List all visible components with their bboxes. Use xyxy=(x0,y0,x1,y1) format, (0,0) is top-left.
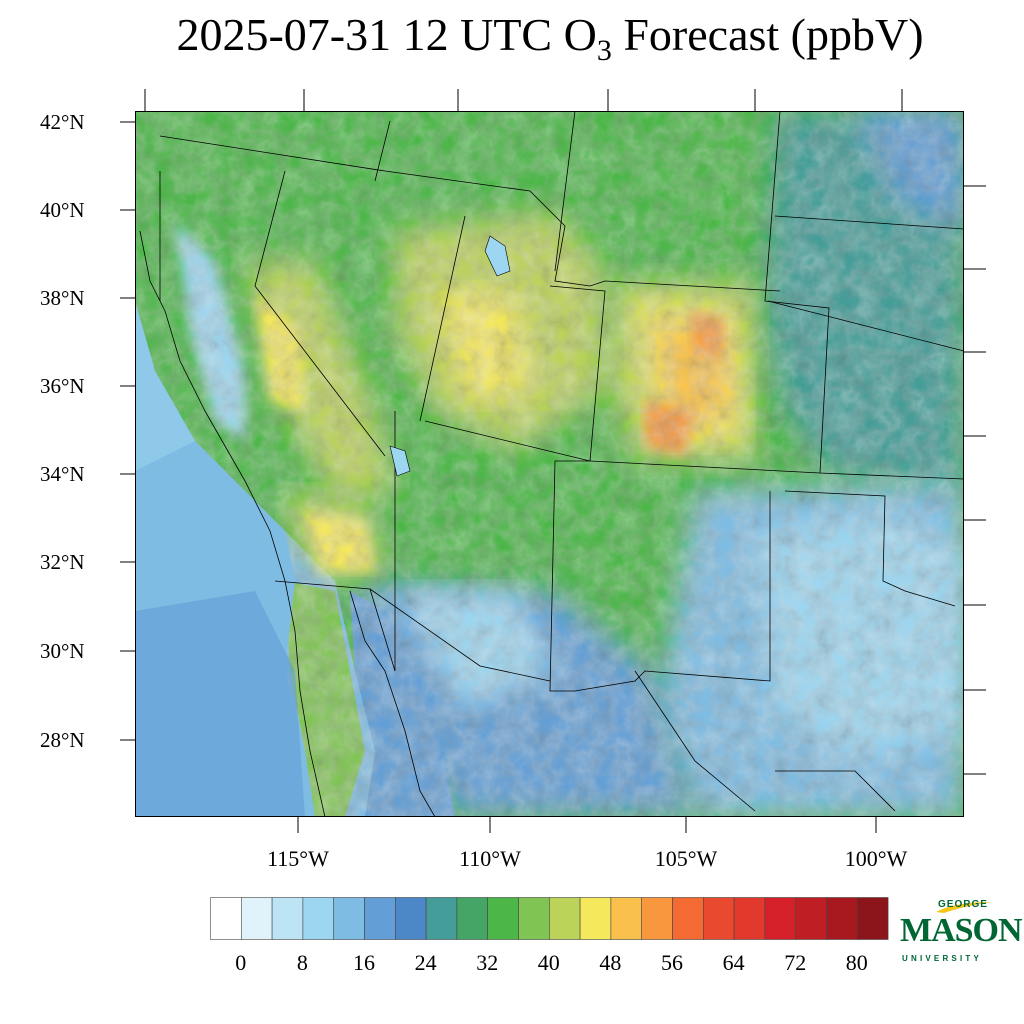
colorbar-swatch xyxy=(518,897,550,940)
title-prefix: 2025-07-31 12 UTC O xyxy=(176,9,597,60)
colorbar-swatch xyxy=(487,897,519,940)
colorbar-swatch xyxy=(641,897,673,940)
colorbar xyxy=(210,897,889,940)
colorbar-tick-label: 24 xyxy=(414,950,437,975)
colorbar-swatch xyxy=(579,897,612,940)
lat-label: 32°N xyxy=(40,550,85,574)
logo-swoosh-icon xyxy=(936,902,992,913)
colorbar-swatch xyxy=(548,897,581,940)
colorbar-swatch xyxy=(764,897,797,940)
colorbar-tick-label: 0 xyxy=(235,950,247,975)
ozone-forecast-map xyxy=(135,111,964,817)
lat-label: 28°N xyxy=(40,728,85,752)
logo-line-george: GEORGE xyxy=(938,899,988,910)
colorbar-tick-label: 32 xyxy=(476,950,499,975)
colorbar-tick-label: 48 xyxy=(599,950,622,975)
colorbar-tick-label: 80 xyxy=(845,950,868,975)
lat-label: 34°N xyxy=(40,462,85,486)
lat-label: 30°N xyxy=(40,639,85,663)
colorbar-tick-label: 16 xyxy=(353,950,375,975)
colorbar-tick-label: 56 xyxy=(661,950,683,975)
colorbar-swatch xyxy=(733,897,766,940)
title-subscript: 3 xyxy=(596,34,612,67)
colorbar-tick-label: 8 xyxy=(296,950,308,975)
lon-label: 100°W xyxy=(844,846,908,871)
colorbar-swatch xyxy=(826,897,858,940)
colorbar-swatch xyxy=(271,897,304,940)
colorbar-swatch xyxy=(856,897,889,940)
colorbar-swatch xyxy=(672,897,704,940)
colorbar-swatch xyxy=(610,897,642,940)
logo-line-university: UNIVERSITY xyxy=(902,954,983,963)
colorbar-swatch xyxy=(240,897,273,940)
colorbar-swatch xyxy=(364,897,396,940)
lat-label: 36°N xyxy=(40,374,85,398)
colorbar-swatch xyxy=(425,897,458,940)
title-suffix: Forecast (ppbV) xyxy=(611,9,924,60)
colorbar-swatch xyxy=(395,897,427,940)
logo-line-mason: MASON xyxy=(900,912,1023,949)
colorbar-swatch xyxy=(702,897,735,940)
lon-label: 115°W xyxy=(267,846,329,871)
colorbar-swatch xyxy=(210,897,242,940)
gmu-logo: GEORGE MASON UNIVERSITY xyxy=(898,896,1023,970)
lon-label: 110°W xyxy=(459,846,521,871)
colorbar-swatch xyxy=(795,897,827,940)
lat-label: 42°N xyxy=(40,110,85,134)
colorbar-swatch xyxy=(333,897,365,940)
colorbar-tick-label: 64 xyxy=(722,950,745,975)
lon-label: 105°W xyxy=(654,846,718,871)
colorbar-swatch xyxy=(456,897,488,940)
colorbar-tick-label: 40 xyxy=(537,950,560,975)
colorbar-swatch xyxy=(302,897,335,940)
colorbar-tick-label: 72 xyxy=(784,950,807,975)
map-title: 2025-07-31 12 UTC O3 Forecast (ppbV) xyxy=(0,8,1024,68)
lat-label: 38°N xyxy=(40,286,85,310)
lat-label: 40°N xyxy=(40,198,85,222)
